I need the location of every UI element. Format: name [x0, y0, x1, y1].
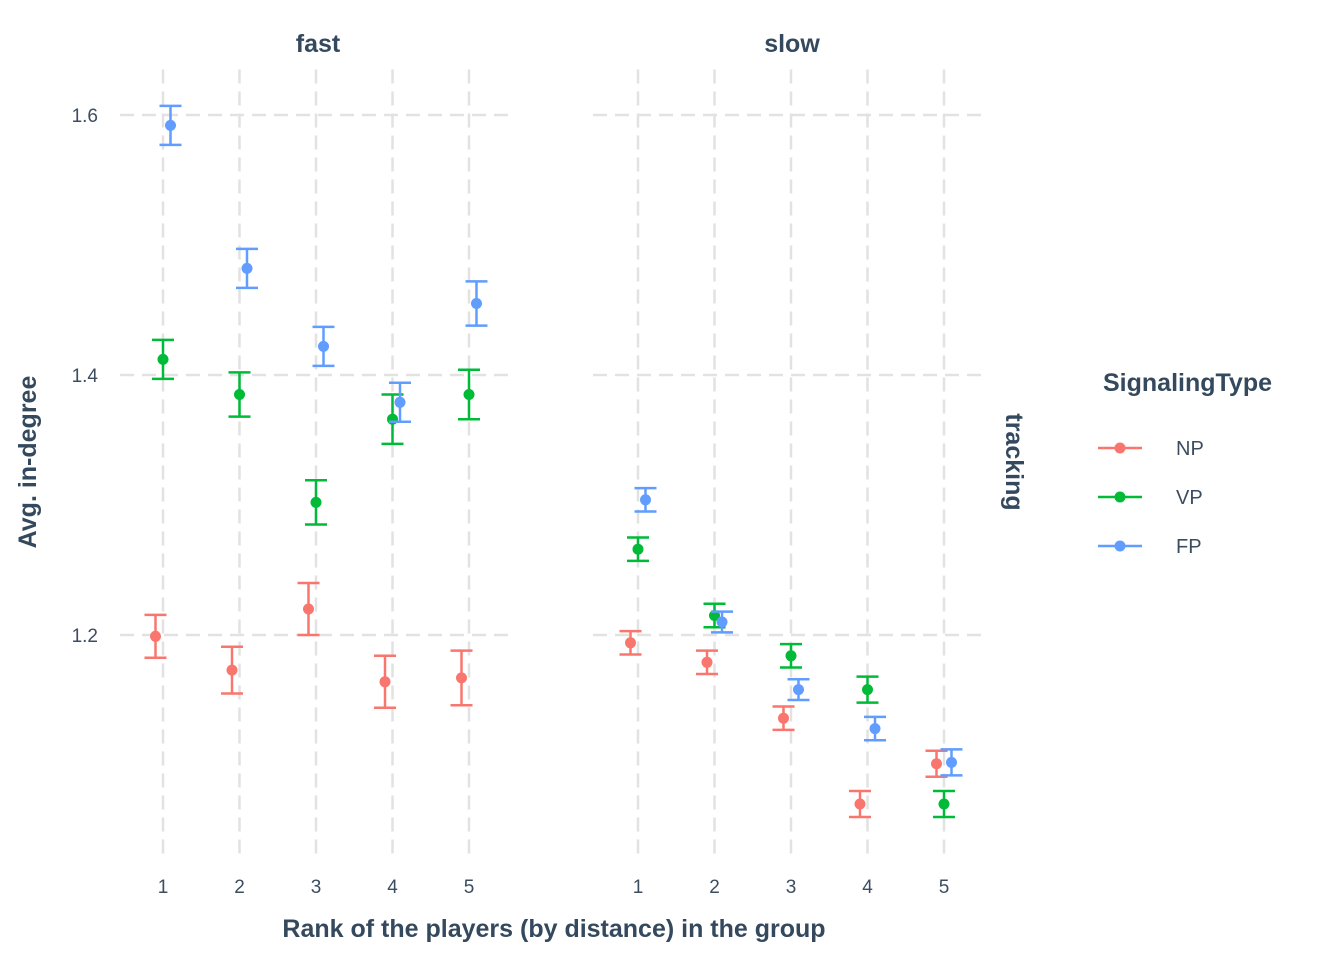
point-FP: [165, 119, 176, 131]
point-NP: [303, 603, 314, 615]
panel-fast: 1 2 3 4 5 fast: [120, 30, 510, 898]
legend-title: SignalingType: [1103, 369, 1272, 397]
x-tick-label: 5: [464, 877, 475, 898]
facet-title: slow: [764, 30, 820, 58]
legend-key-point: [1114, 442, 1126, 454]
point-VP: [387, 413, 398, 425]
point-NP: [931, 758, 942, 770]
x-tick-label: 3: [786, 877, 797, 898]
point-NP: [226, 664, 238, 676]
x-tick-label: 4: [862, 877, 873, 898]
point-VP: [862, 684, 873, 696]
point-FP: [241, 262, 253, 274]
facet-title: fast: [296, 30, 341, 58]
y-tick-label: 1.2: [72, 626, 98, 647]
y-axis-label: Avg. in-degree: [14, 376, 42, 549]
point-FP: [869, 723, 881, 735]
point-VP: [463, 389, 475, 400]
point-NP: [456, 672, 467, 684]
point-FP: [471, 298, 482, 309]
legend-label: FP: [1176, 536, 1202, 558]
point-FP: [946, 756, 957, 768]
legend: SignalingType NP VP FP: [1098, 369, 1272, 558]
x-tick-label: 3: [311, 877, 322, 898]
point-NP: [625, 637, 636, 649]
point-VP: [632, 543, 644, 555]
point-VP: [234, 389, 245, 400]
point-NP: [854, 798, 866, 810]
x-tick-label: 4: [387, 877, 398, 898]
point-FP: [318, 340, 329, 352]
x-axis-label: Rank of the players (by distance) in the…: [282, 915, 825, 943]
point-NP: [150, 630, 161, 642]
point-VP: [157, 353, 169, 365]
x-tick-label: 1: [633, 877, 644, 898]
point-VP: [310, 496, 322, 508]
point-FP: [640, 494, 651, 506]
x-tick-label: 5: [939, 877, 950, 898]
y-tick-label: 1.4: [72, 366, 99, 387]
point-FP: [716, 616, 728, 628]
legend-label: NP: [1176, 438, 1204, 460]
point-FP: [394, 396, 406, 408]
point-NP: [379, 676, 391, 688]
point-NP: [778, 712, 789, 724]
facet-row-label: tracking: [1000, 413, 1028, 510]
legend-label: VP: [1176, 487, 1203, 509]
legend-key-point: [1114, 491, 1126, 503]
point-VP: [938, 798, 950, 810]
x-tick-label: 1: [158, 877, 169, 898]
legend-key-point: [1114, 540, 1126, 552]
x-tick-label: 2: [709, 877, 720, 898]
point-FP: [793, 684, 804, 696]
point-VP: [785, 650, 797, 662]
y-tick-label: 1.6: [72, 106, 98, 127]
panel-slow: 1 2 3 4 5 slow: [593, 30, 985, 898]
point-NP: [701, 656, 713, 668]
x-tick-label: 2: [234, 877, 245, 898]
